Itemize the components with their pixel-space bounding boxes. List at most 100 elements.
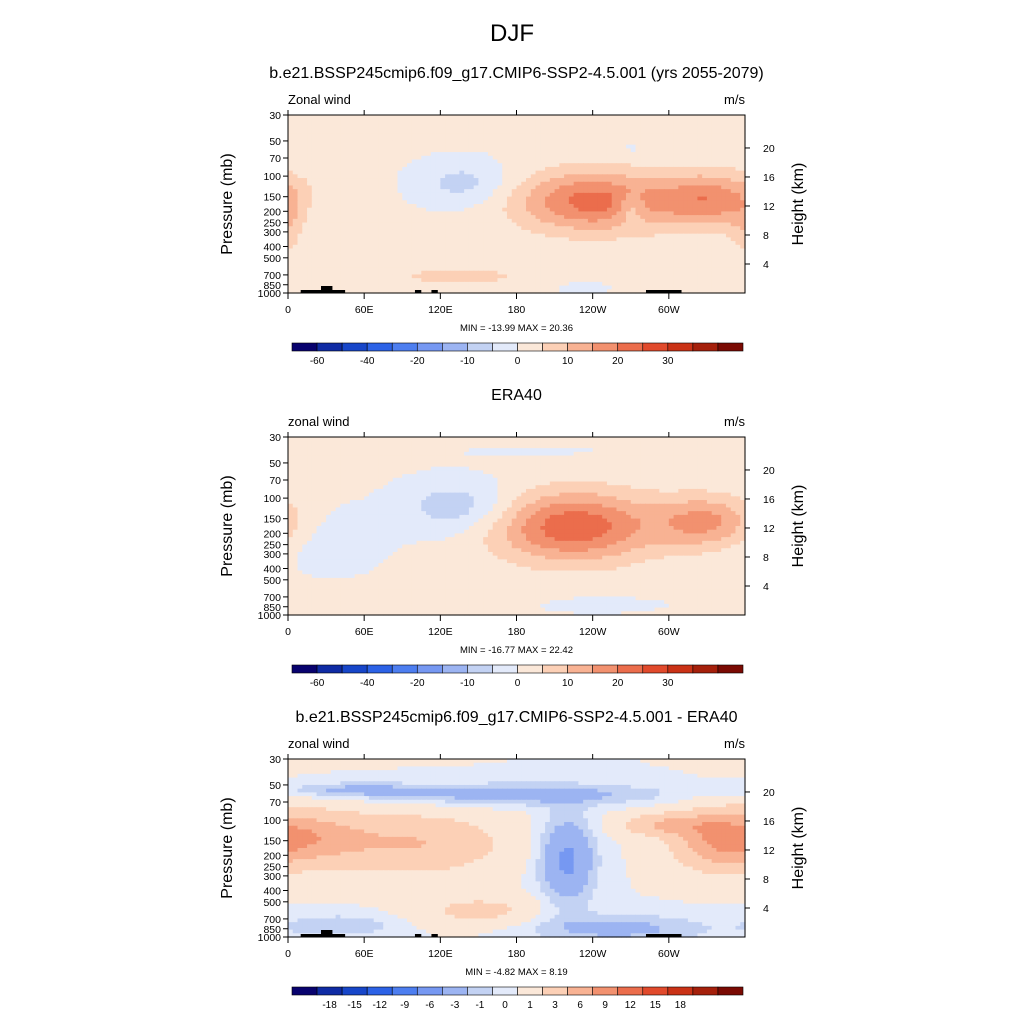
field-cell: [616, 185, 622, 190]
field-cell: [330, 270, 337, 276]
field-cell: [502, 270, 508, 276]
field-cell: [440, 215, 446, 220]
field-cell: [492, 115, 499, 120]
field-cell: [454, 204, 460, 209]
field-cell: [625, 274, 632, 279]
field-cell: [740, 285, 746, 290]
field-cell: [411, 218, 418, 224]
field-cell: [473, 166, 480, 172]
field-cell: [340, 252, 346, 257]
field-cell: [583, 170, 589, 175]
field-cell: [459, 270, 465, 276]
field-cell: [668, 244, 675, 250]
field-cell: [535, 122, 541, 127]
field-cell: [321, 155, 327, 161]
field-cell: [630, 252, 637, 257]
field-cell: [440, 440, 446, 446]
field-cell: [545, 166, 551, 172]
field-cell: [316, 204, 322, 209]
field-cell: [316, 137, 322, 142]
field-cell: [649, 200, 656, 205]
field-cell: [449, 244, 456, 250]
field-cell: [316, 215, 322, 220]
field-cell: [330, 144, 337, 149]
field-cell: [435, 274, 441, 279]
field-cell: [407, 189, 413, 194]
field-cell: [373, 211, 380, 216]
field-cell: [407, 278, 413, 283]
field-cell: [521, 148, 527, 153]
field-cell: [321, 207, 327, 213]
field-cell: [730, 166, 737, 172]
field-cell: [568, 226, 575, 231]
field-cell: [307, 229, 313, 235]
field-cell: [430, 170, 437, 175]
field-cell: [554, 181, 560, 187]
field-cell: [345, 174, 351, 179]
field-cell: [464, 233, 470, 238]
field-cell: [616, 233, 622, 238]
field-cell: [602, 289, 608, 294]
field-cell: [578, 211, 584, 216]
field-cell: [549, 174, 556, 179]
field-cell: [678, 207, 684, 213]
field-cell: [407, 181, 413, 187]
field-cell: [587, 133, 594, 138]
field-cell: [511, 152, 518, 157]
field-cell: [673, 152, 679, 157]
field-cell: [445, 178, 451, 183]
field-cell: [378, 218, 384, 224]
colorbar-box: [341, 342, 368, 352]
field-cell: [426, 263, 432, 268]
field-cell: [359, 129, 365, 135]
field-cell: [606, 174, 613, 179]
field-cell: [621, 218, 627, 224]
field-cell: [459, 181, 465, 187]
field-cell: [578, 233, 584, 238]
field-cell: [354, 252, 361, 257]
field-cell: [445, 181, 451, 187]
field-cell: [464, 211, 470, 216]
field-cell: [725, 218, 732, 224]
field-cell: [559, 211, 565, 216]
field-cell: [440, 281, 446, 287]
field-cell: [616, 159, 622, 164]
field-cell: [564, 148, 570, 153]
field-cell: [440, 200, 446, 205]
field-cell: [521, 122, 527, 127]
field-cell: [559, 215, 565, 220]
field-cell: [459, 133, 465, 138]
field-cell: [549, 248, 556, 253]
field-cell: [692, 185, 698, 190]
field-cell: [559, 289, 565, 294]
field-cell: [511, 289, 518, 294]
field-cell: [345, 211, 351, 216]
field-cell: [687, 440, 694, 446]
field-cell: [397, 222, 403, 227]
field-cell: [335, 211, 341, 216]
colorbar-box: [517, 342, 543, 352]
field-cell: [383, 437, 389, 442]
field-cell: [321, 129, 327, 135]
field-cell: [502, 192, 508, 198]
field-cell: [316, 218, 322, 224]
field-cell: [616, 118, 622, 124]
field-cell: [587, 207, 594, 213]
field-cell: [497, 196, 503, 201]
field-cell: [354, 133, 361, 138]
field-cell: [340, 148, 346, 153]
field-cell: [702, 152, 708, 157]
field-cell: [288, 289, 294, 294]
field-cell: [335, 144, 341, 149]
field-cell: [297, 163, 303, 168]
field-cell: [735, 444, 741, 449]
field-cell: [373, 204, 380, 209]
field-cell: [630, 207, 637, 213]
field-cell: [478, 152, 484, 157]
field-cell: [364, 281, 370, 287]
field-cell: [402, 233, 408, 238]
field-cell: [449, 281, 456, 287]
field-cell: [421, 285, 427, 290]
field-cell: [697, 218, 703, 224]
field-cell: [416, 170, 422, 175]
